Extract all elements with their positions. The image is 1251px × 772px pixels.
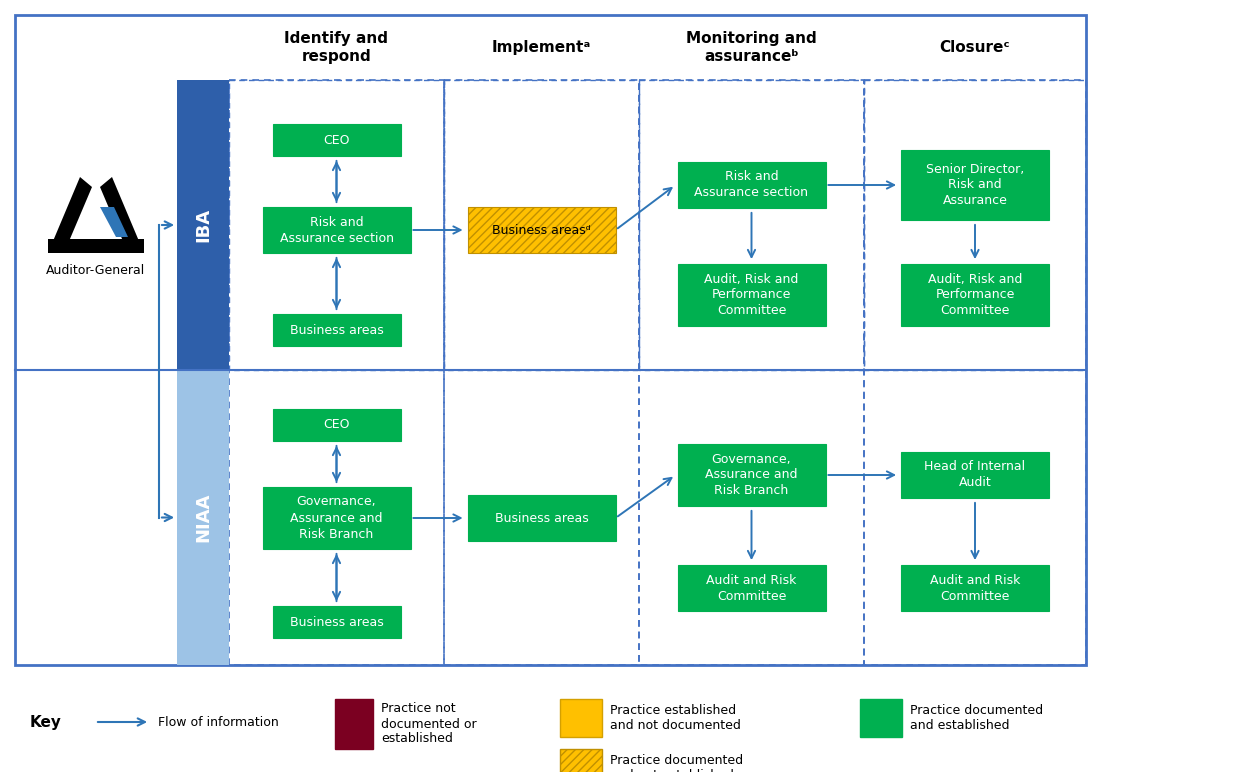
Polygon shape: [100, 207, 128, 237]
Text: Business areas: Business areas: [290, 615, 383, 628]
Bar: [864, 80, 1086, 665]
Bar: [639, 80, 864, 370]
Bar: [444, 80, 639, 665]
Bar: [263, 207, 410, 253]
Text: Governance,
Assurance and
Risk Branch: Governance, Assurance and Risk Branch: [290, 496, 383, 540]
Text: Flow of information: Flow of information: [158, 716, 279, 729]
Bar: [859, 699, 902, 737]
Text: Business areas: Business areas: [494, 512, 588, 524]
Polygon shape: [100, 177, 144, 253]
Text: Audit, Risk and
Performance
Committee: Audit, Risk and Performance Committee: [928, 273, 1022, 317]
Text: Risk and
Assurance section: Risk and Assurance section: [694, 171, 808, 199]
Bar: [468, 495, 615, 541]
Bar: [335, 699, 373, 749]
Text: Key: Key: [30, 715, 61, 730]
Text: CEO: CEO: [323, 418, 350, 432]
Text: Senior Director,
Risk and
Assurance: Senior Director, Risk and Assurance: [926, 162, 1025, 208]
Bar: [864, 80, 1086, 370]
Text: Risk and
Assurance section: Risk and Assurance section: [279, 215, 394, 245]
Text: Head of Internal
Audit: Head of Internal Audit: [924, 461, 1026, 489]
Text: Governance,
Assurance and
Risk Branch: Governance, Assurance and Risk Branch: [706, 452, 798, 497]
Text: Business areasᵈ: Business areasᵈ: [492, 224, 590, 236]
Text: Identify and
respond: Identify and respond: [284, 32, 389, 64]
Bar: [15, 15, 1086, 665]
Bar: [273, 606, 400, 638]
Bar: [901, 150, 1050, 220]
Bar: [901, 565, 1050, 611]
Polygon shape: [48, 177, 93, 253]
Bar: [176, 80, 229, 370]
Polygon shape: [48, 239, 144, 253]
Text: Practice documented
and not established: Practice documented and not established: [610, 754, 743, 772]
Text: Business areas: Business areas: [290, 323, 383, 337]
Bar: [229, 80, 444, 370]
Text: Audit and Risk
Committee: Audit and Risk Committee: [707, 574, 797, 602]
Text: Monitoring and
assuranceᵇ: Monitoring and assuranceᵇ: [686, 32, 817, 64]
Text: Practice not
documented or
established: Practice not documented or established: [382, 703, 477, 746]
Text: NIAA: NIAA: [194, 493, 211, 542]
Text: Practice established
and not documented: Practice established and not documented: [610, 704, 741, 732]
Bar: [229, 80, 444, 665]
Text: Practice documented
and established: Practice documented and established: [909, 704, 1043, 732]
Text: Auditor-General: Auditor-General: [46, 263, 145, 276]
Bar: [273, 124, 400, 156]
Bar: [678, 444, 826, 506]
Bar: [176, 370, 229, 665]
Bar: [273, 409, 400, 441]
Text: Audit, Risk and
Performance
Committee: Audit, Risk and Performance Committee: [704, 273, 798, 317]
Bar: [444, 80, 639, 370]
Bar: [678, 264, 826, 326]
Bar: [273, 314, 400, 346]
Bar: [639, 80, 864, 665]
Bar: [678, 565, 826, 611]
Bar: [560, 699, 602, 737]
Bar: [263, 487, 410, 549]
Text: CEO: CEO: [323, 134, 350, 147]
Bar: [901, 452, 1050, 498]
Text: Closureᶜ: Closureᶜ: [940, 40, 1011, 55]
Text: IBA: IBA: [194, 208, 211, 242]
Bar: [560, 749, 602, 772]
Text: Implementᵃ: Implementᵃ: [492, 40, 592, 55]
Text: Audit and Risk
Committee: Audit and Risk Committee: [929, 574, 1020, 602]
Bar: [678, 162, 826, 208]
Bar: [901, 264, 1050, 326]
Bar: [468, 207, 615, 253]
